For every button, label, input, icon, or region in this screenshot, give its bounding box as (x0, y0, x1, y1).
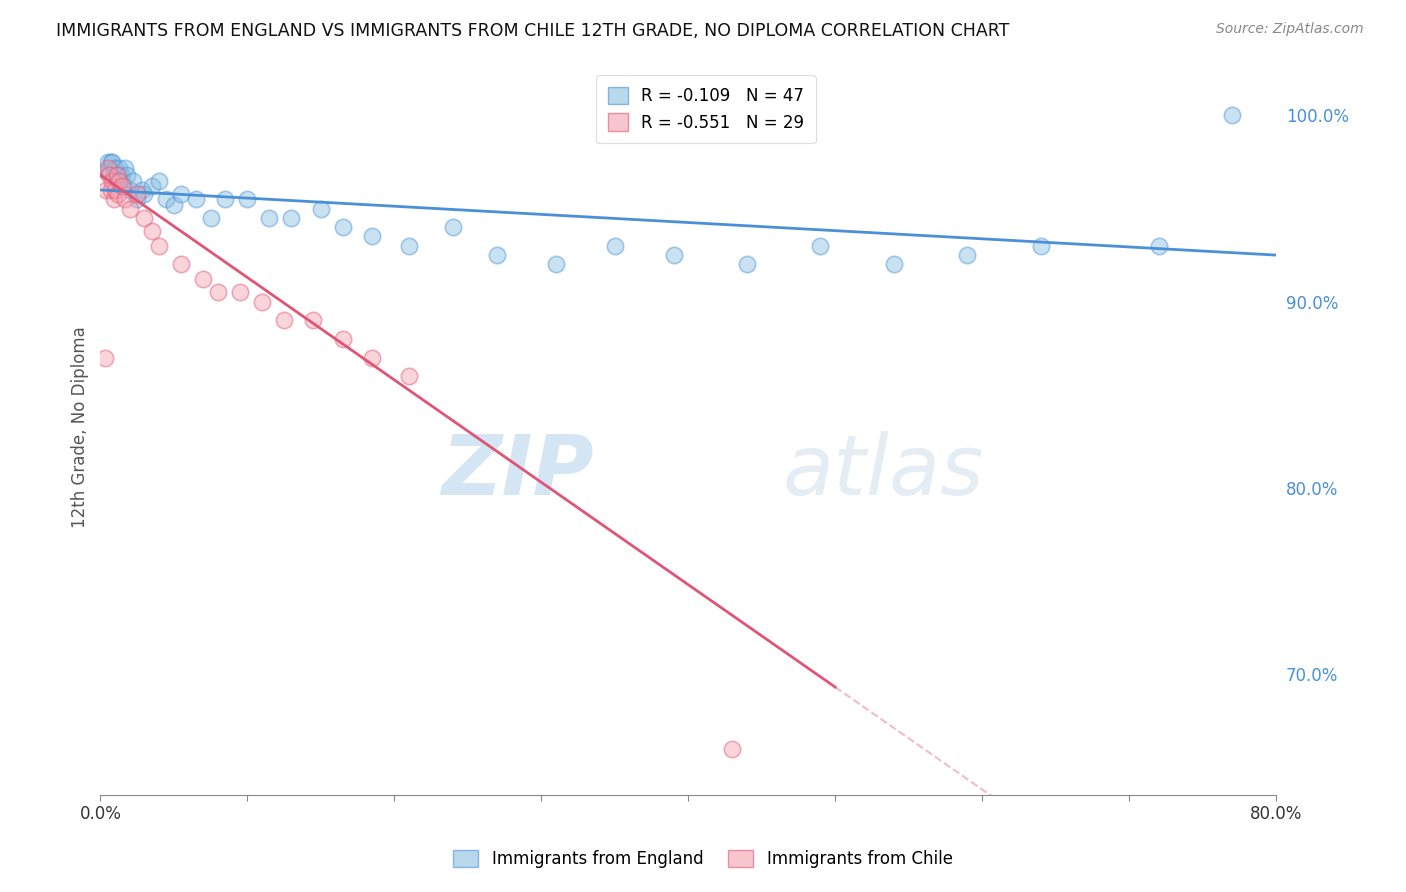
Point (956, 248, 979, 262)
Point (332, 220, 354, 235)
Point (134, 186, 156, 201)
Y-axis label: 12th Grade, No Diploma: 12th Grade, No Diploma (72, 326, 89, 528)
Point (101, 173, 124, 187)
Point (118, 183, 141, 197)
Point (108, 173, 131, 187)
Legend: R = -0.109   N = 47, R = -0.551   N = 29: R = -0.109 N = 47, R = -0.551 N = 29 (596, 75, 815, 144)
Point (97, 155, 120, 169)
Point (141, 179, 163, 194)
Point (1029, 239, 1052, 253)
Point (101, 155, 124, 169)
Point (250, 294, 273, 309)
Point (486, 248, 509, 262)
Point (544, 257, 567, 271)
Point (214, 192, 236, 206)
Point (105, 168, 128, 182)
Text: IMMIGRANTS FROM ENGLAND VS IMMIGRANTS FROM CHILE 12TH GRADE, NO DIPLOMA CORRELAT: IMMIGRANTS FROM ENGLAND VS IMMIGRANTS FR… (56, 22, 1010, 40)
Point (1147, 239, 1170, 253)
Point (332, 332, 354, 346)
Text: Source: ZipAtlas.com: Source: ZipAtlas.com (1216, 22, 1364, 37)
Point (96, 164, 118, 178)
Point (361, 229, 384, 244)
Point (259, 211, 281, 225)
Point (603, 239, 626, 253)
Point (103, 168, 125, 182)
Point (131, 183, 153, 197)
Point (398, 239, 420, 253)
Point (148, 173, 170, 187)
Point (170, 186, 193, 201)
Point (200, 211, 222, 225)
Point (148, 239, 170, 253)
Point (115, 168, 138, 182)
Point (273, 313, 295, 327)
Point (184, 192, 207, 206)
Point (229, 285, 252, 300)
Point (103, 192, 125, 206)
Point (121, 173, 143, 187)
Point (280, 211, 302, 225)
Text: atlas: atlas (782, 431, 984, 512)
Point (118, 202, 141, 216)
Point (309, 202, 332, 216)
Legend: Immigrants from England, Immigrants from Chile: Immigrants from England, Immigrants from… (447, 843, 959, 875)
Point (361, 351, 384, 365)
Point (170, 257, 193, 271)
Point (114, 161, 136, 175)
Point (163, 198, 186, 212)
Point (107, 168, 129, 182)
Point (96, 183, 118, 197)
Point (100, 155, 122, 169)
Point (134, 211, 156, 225)
Point (441, 220, 464, 235)
Point (1220, 108, 1243, 122)
Point (883, 257, 905, 271)
Point (98, 168, 121, 182)
Point (107, 186, 129, 201)
Point (110, 168, 132, 182)
Point (398, 369, 420, 384)
Point (721, 741, 744, 756)
Point (111, 179, 134, 194)
Point (735, 257, 758, 271)
Point (98, 164, 121, 178)
Point (100, 183, 122, 197)
Point (810, 239, 832, 253)
Text: ZIP: ZIP (441, 431, 595, 512)
Point (108, 161, 131, 175)
Point (104, 183, 127, 197)
Point (155, 192, 177, 206)
Point (127, 192, 149, 206)
Point (104, 161, 127, 175)
Point (236, 192, 259, 206)
Point (302, 313, 325, 327)
Point (111, 173, 134, 187)
Point (662, 248, 685, 262)
Point (141, 224, 163, 238)
Point (112, 179, 135, 194)
Point (97, 161, 120, 175)
Point (127, 186, 149, 201)
Point (193, 272, 215, 286)
Point (105, 173, 128, 187)
Point (207, 285, 229, 300)
Point (114, 192, 136, 206)
Point (94, 351, 117, 365)
